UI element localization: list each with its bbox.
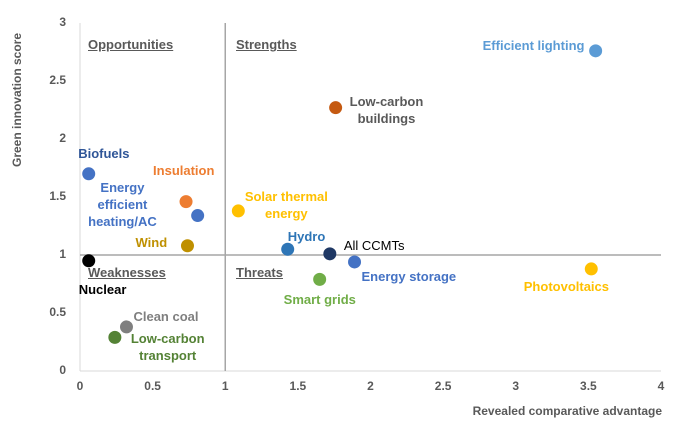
point-label: Solar thermal energy bbox=[244, 188, 328, 221]
x-tick-label: 1 bbox=[222, 379, 229, 393]
point-label: Clean coal bbox=[133, 308, 199, 324]
x-tick-label: 3.5 bbox=[580, 379, 597, 393]
point bbox=[231, 204, 245, 218]
y-axis-title: Green innovation score bbox=[10, 33, 24, 167]
x-tick-label: 0 bbox=[77, 379, 84, 393]
x-tick-label: 2.5 bbox=[435, 379, 452, 393]
point bbox=[281, 242, 295, 256]
point-label: Energy storage bbox=[361, 268, 457, 284]
y-tick-label: 1 bbox=[59, 247, 66, 261]
point bbox=[82, 167, 96, 181]
point bbox=[180, 239, 194, 253]
point-label: Photovoltaics bbox=[523, 278, 610, 294]
point-label: All CCMTs bbox=[343, 237, 405, 253]
point-label: Efficient lighting bbox=[482, 37, 585, 53]
quadrant-label: Opportunities bbox=[88, 37, 174, 52]
point-label: Nuclear bbox=[78, 281, 127, 297]
point bbox=[119, 320, 133, 334]
point bbox=[179, 195, 193, 209]
point bbox=[313, 272, 327, 286]
point bbox=[329, 101, 343, 115]
point bbox=[584, 262, 598, 276]
y-tick-label: 1.5 bbox=[49, 189, 66, 203]
x-tick-label: 3 bbox=[512, 379, 519, 393]
point-label: Biofuels bbox=[78, 145, 130, 161]
point-label: Energy efficient heating/AC bbox=[88, 179, 157, 229]
point bbox=[191, 209, 205, 223]
point bbox=[108, 330, 122, 344]
y-tick-label: 3 bbox=[59, 15, 66, 29]
y-tick-label: 0 bbox=[59, 363, 66, 377]
quadrant-label: Weaknesses bbox=[88, 265, 166, 280]
point-label: Low-carbon transport bbox=[130, 331, 205, 364]
point-label: Wind bbox=[135, 234, 168, 250]
x-tick-label: 1.5 bbox=[290, 379, 307, 393]
point-label: Low-carbon buildings bbox=[349, 93, 424, 126]
point bbox=[323, 247, 337, 261]
x-tick-label: 0.5 bbox=[144, 379, 161, 393]
point bbox=[82, 254, 96, 268]
point bbox=[348, 255, 362, 269]
quadrant-label: Strengths bbox=[236, 37, 297, 52]
x-tick-label: 2 bbox=[367, 379, 374, 393]
x-tick-label: 4 bbox=[658, 379, 665, 393]
y-tick-label: 2.5 bbox=[49, 73, 66, 87]
point-label: Smart grids bbox=[283, 292, 356, 308]
point bbox=[589, 44, 603, 58]
point-label: Hydro bbox=[287, 229, 326, 245]
point-label: Insulation bbox=[153, 162, 215, 178]
x-axis-title: Revealed comparative advantage bbox=[473, 404, 663, 418]
quadrant-label: Threats bbox=[236, 265, 283, 280]
y-tick-label: 2 bbox=[59, 131, 66, 145]
y-tick-label: 0.5 bbox=[49, 305, 66, 319]
